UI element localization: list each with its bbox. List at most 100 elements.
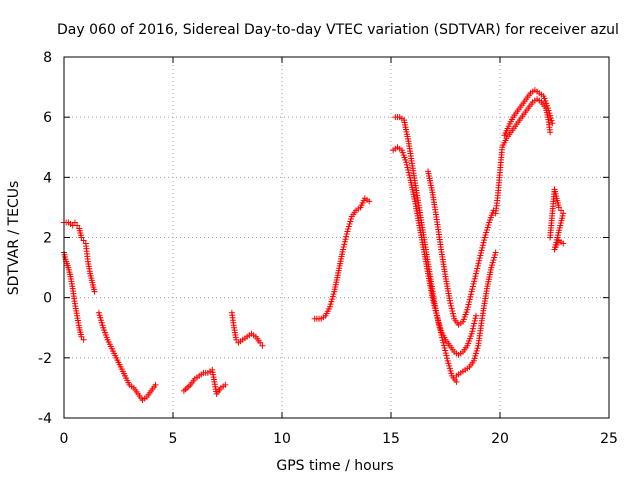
data-point: [546, 110, 553, 117]
data-point: [547, 129, 554, 136]
y-tick-label: 2: [43, 231, 52, 247]
series-track-1b: [61, 249, 87, 343]
data-point: [345, 225, 352, 232]
data-point: [470, 280, 477, 287]
data-point: [545, 107, 552, 114]
data-point: [341, 241, 348, 248]
data-point: [488, 264, 495, 271]
data-point: [548, 117, 555, 124]
data-point: [435, 320, 442, 327]
data-point: [99, 322, 106, 329]
data-point: [340, 243, 347, 250]
data-point: [444, 357, 451, 364]
data-point: [481, 237, 488, 244]
x-tick-label: 15: [382, 431, 400, 447]
data-point: [432, 307, 439, 314]
data-point: [476, 257, 483, 264]
data-point: [430, 299, 437, 306]
data-point: [471, 355, 478, 362]
data-point: [443, 352, 450, 359]
series-track-6b: [501, 87, 556, 139]
data-point: [468, 288, 475, 295]
series-track-6a: [492, 96, 554, 217]
data-point: [430, 297, 437, 304]
data-point: [544, 105, 551, 112]
data-point: [342, 236, 349, 243]
data-point: [479, 242, 486, 249]
data-point: [442, 350, 449, 357]
data-point: [97, 314, 104, 321]
data-point: [431, 304, 438, 311]
data-point: [482, 231, 489, 238]
x-tick-label: 25: [600, 431, 618, 447]
data-point: [558, 207, 565, 214]
data-point: [472, 273, 479, 280]
data-point: [344, 228, 351, 235]
chart-title: Day 060 of 2016, Sidereal Day-to-day VTE…: [57, 22, 619, 38]
data-point: [329, 293, 336, 300]
data-point: [431, 302, 438, 309]
data-point: [466, 298, 473, 305]
data-point: [403, 159, 410, 166]
data-point: [441, 344, 448, 351]
data-point: [472, 352, 479, 359]
axis-ticks: 0 5 10 15 20 25 -4 -2 0 2 4 6 8: [38, 50, 618, 447]
data-point: [433, 310, 440, 317]
data-points: [61, 87, 567, 403]
data-point: [471, 320, 478, 327]
data-point: [404, 164, 411, 171]
data-point: [429, 294, 436, 301]
data-point: [469, 286, 476, 293]
data-point: [440, 339, 447, 346]
data-point: [448, 370, 455, 377]
data-point: [478, 249, 485, 256]
data-point: [91, 288, 98, 295]
data-point: [329, 296, 336, 303]
data-point: [434, 315, 441, 322]
data-point: [446, 362, 453, 369]
data-point: [326, 303, 333, 310]
data-point: [74, 222, 81, 229]
data-point: [437, 325, 444, 332]
data-point: [405, 169, 412, 176]
data-point: [328, 298, 335, 305]
data-point: [343, 233, 350, 240]
data-point: [450, 313, 457, 320]
data-point: [406, 174, 413, 181]
data-point: [448, 305, 455, 312]
data-point: [475, 260, 482, 267]
data-point: [549, 120, 556, 127]
data-point: [466, 296, 473, 303]
data-point: [473, 270, 480, 277]
data-point: [436, 322, 443, 329]
series-track-5d: [453, 249, 499, 379]
data-point: [96, 312, 103, 319]
data-point: [453, 378, 460, 385]
data-point: [484, 224, 491, 231]
data-point: [449, 310, 456, 317]
data-point: [490, 257, 497, 264]
data-point: [98, 317, 105, 324]
y-tick-label: 8: [43, 50, 52, 66]
data-point: [78, 333, 85, 340]
data-point: [474, 265, 481, 272]
data-point: [467, 293, 474, 300]
data-point: [473, 350, 480, 357]
data-point: [403, 161, 410, 168]
data-point: [257, 339, 264, 346]
data-point: [477, 252, 484, 259]
x-tick-label: 20: [491, 431, 509, 447]
data-point: [470, 357, 477, 364]
data-point: [476, 255, 483, 262]
data-point: [473, 347, 480, 354]
x-tick-label: 0: [60, 431, 69, 447]
data-point: [489, 262, 496, 269]
x-tick-label: 10: [273, 431, 291, 447]
data-point: [347, 218, 354, 225]
data-point: [447, 300, 454, 307]
data-point: [465, 301, 472, 308]
data-point: [547, 112, 554, 119]
data-point: [469, 283, 476, 290]
data-point: [473, 312, 480, 319]
data-point: [472, 315, 479, 322]
